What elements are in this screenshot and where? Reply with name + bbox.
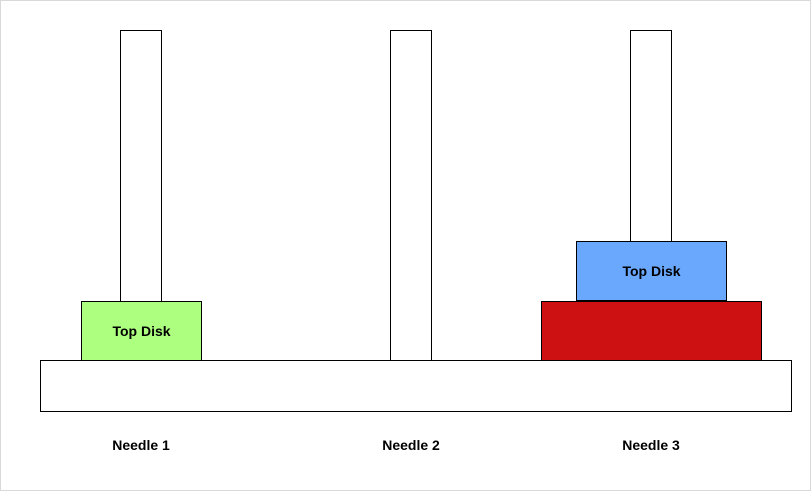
needle-1-label: Needle 1 [112, 437, 170, 453]
disk-needle-1-top: Top Disk [81, 301, 202, 361]
disk-needle-3-top: Top Disk [576, 241, 727, 301]
disk-needle-3-bottom [541, 301, 762, 361]
needle-2 [390, 30, 432, 362]
base-board [40, 360, 792, 412]
needle-3-label: Needle 3 [622, 437, 680, 453]
needle-2-label: Needle 2 [382, 437, 440, 453]
